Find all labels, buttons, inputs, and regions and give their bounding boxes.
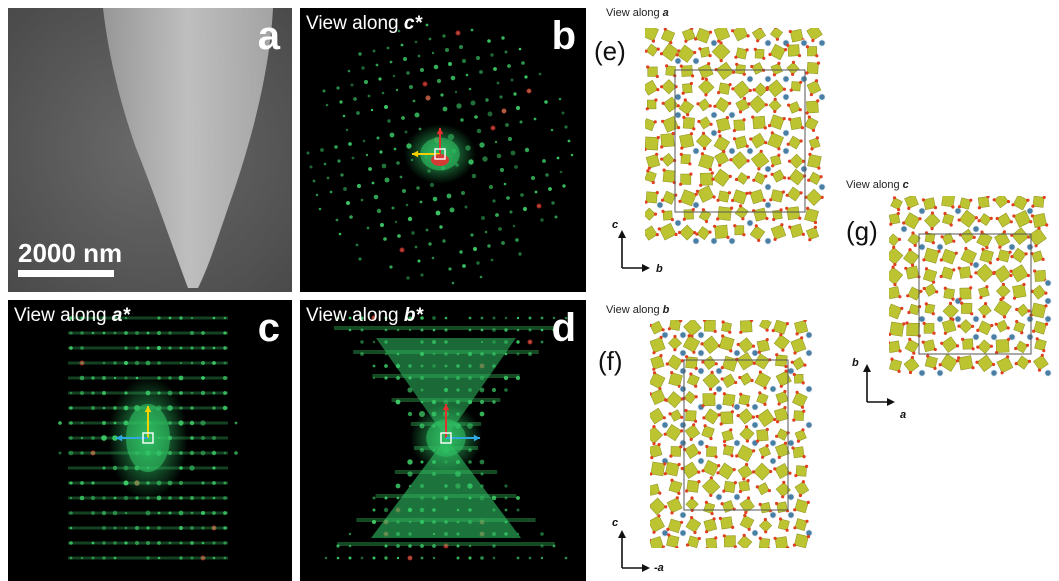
axis-f-horizontal: -a xyxy=(654,562,664,574)
panel-b-letter: b xyxy=(551,14,576,58)
unit-cell xyxy=(918,233,1032,355)
panel-d-title-prefix: View along xyxy=(306,305,404,326)
panel-b-title: View along c* xyxy=(306,14,422,33)
panel-c-diffraction: View along a* c xyxy=(8,300,292,581)
crystal-structure-e xyxy=(645,28,826,245)
panel-c-title-prefix: View along xyxy=(14,305,112,326)
crystal-structure-g xyxy=(889,196,1052,377)
panel-b-diffraction: View along c* b xyxy=(300,8,586,292)
axis-g-vertical: b xyxy=(852,357,859,369)
scale-bar xyxy=(18,270,114,277)
scale-bar-label: 2000 nm xyxy=(18,238,123,268)
origin-marker xyxy=(440,432,452,444)
origin-marker xyxy=(434,148,446,160)
panel-d-letter: d xyxy=(551,306,576,350)
structure-g-title: View along c xyxy=(846,180,909,191)
axis-e-horizontal: b xyxy=(656,263,663,275)
panel-d-diffraction: View along b* d xyxy=(300,300,586,581)
structure-g-title-axis: c xyxy=(902,179,909,191)
panel-a-letter: a xyxy=(257,14,280,58)
structure-g-label: (g) xyxy=(846,216,878,246)
axis-arrows-g xyxy=(863,364,895,406)
panel-c-letter: c xyxy=(257,306,280,350)
axis-arrows-f xyxy=(618,530,650,572)
panel-b-title-prefix: View along xyxy=(306,13,404,34)
diffraction-pattern-b xyxy=(300,8,586,292)
structure-f-title: View along b xyxy=(606,305,669,316)
sem-crystal-image xyxy=(8,8,292,292)
axis-arrows-e xyxy=(618,230,650,272)
structure-e-title-prefix: View along xyxy=(606,7,663,19)
structure-e-title: View along a xyxy=(606,8,669,19)
unit-cell xyxy=(683,359,789,511)
diffraction-pattern-c xyxy=(8,300,292,581)
diffraction-pattern-d xyxy=(300,300,586,581)
axis-f-vertical: c xyxy=(612,517,619,529)
structure-f-label: (f) xyxy=(598,346,623,376)
panel-d-title: View along b* xyxy=(306,306,423,325)
unit-cell xyxy=(674,69,806,213)
panel-d-title-axis: b* xyxy=(403,305,423,326)
panel-c-title: View along a* xyxy=(14,306,130,325)
panel-b-title-axis: c* xyxy=(403,13,422,34)
structure-e-label: (e) xyxy=(594,36,626,66)
origin-marker xyxy=(142,432,154,444)
panel-c-title-axis: a* xyxy=(111,305,130,326)
structure-g-title-prefix: View along xyxy=(846,179,903,191)
panel-a-sem-image: a 2000 nm xyxy=(8,8,292,292)
structure-e-title-axis: a xyxy=(662,7,669,19)
axis-g-horizontal: a xyxy=(900,409,907,421)
crystal-structure-f xyxy=(650,320,813,548)
axis-e-vertical: c xyxy=(612,219,619,231)
structure-f-title-axis: b xyxy=(662,304,670,316)
structure-f-title-prefix: View along xyxy=(606,304,663,316)
